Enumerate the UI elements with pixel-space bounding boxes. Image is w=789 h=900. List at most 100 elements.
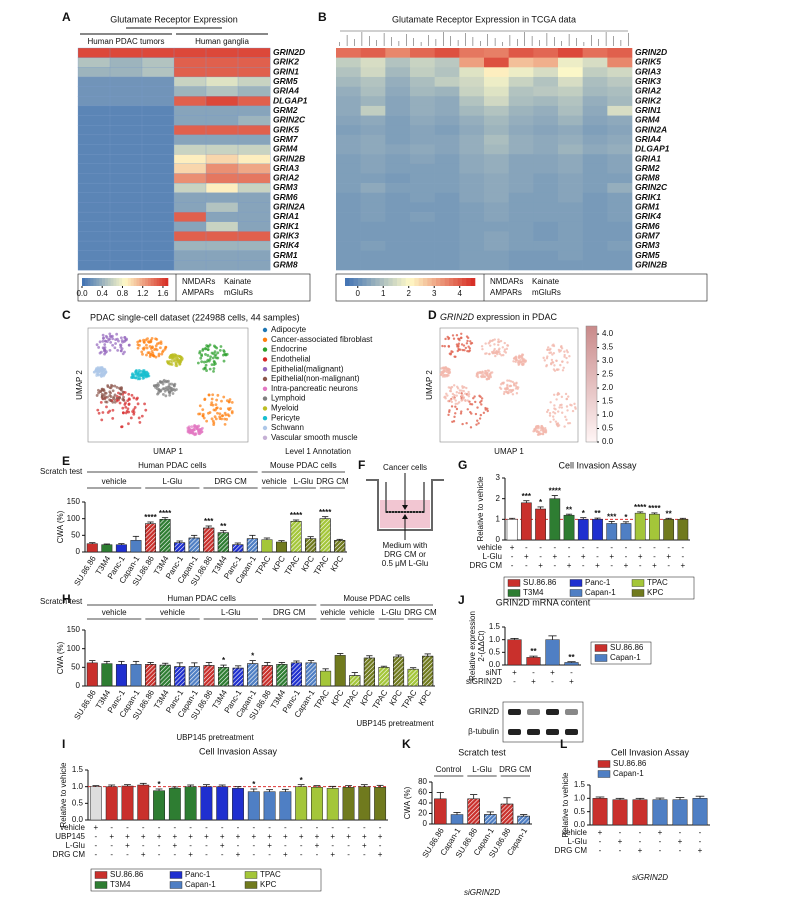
feature-point: [448, 370, 451, 373]
group-label: DRG CM: [499, 765, 532, 774]
feature-point: [549, 420, 552, 424]
feature-point: [465, 342, 469, 345]
heatmap-cell: [77, 182, 111, 194]
bar-hatch: [218, 667, 230, 687]
umap-point: [99, 401, 103, 404]
feature-point: [503, 387, 507, 390]
heatmap-cell: [484, 241, 509, 251]
bar: [520, 502, 532, 541]
feature-point: [480, 403, 483, 406]
feature-point: [568, 355, 571, 358]
umap-point: [127, 410, 131, 414]
feature-point: [514, 360, 517, 363]
heatmap-cell: [410, 134, 435, 145]
feature-point: [478, 401, 482, 404]
y-axis-label: CWA (%): [56, 641, 65, 674]
umap-point: [200, 354, 204, 358]
colorbar-step: [397, 278, 402, 286]
gene-label: GRIA1: [273, 211, 299, 221]
umap-point: [161, 387, 165, 391]
legend-label: Capan-1: [610, 653, 641, 662]
bar-hatch: [319, 518, 331, 553]
bar: [526, 657, 541, 666]
gene-label: GRIK3: [635, 76, 661, 86]
heatmap-cell: [385, 57, 411, 68]
feature-point: [475, 374, 478, 378]
feature-point: [561, 411, 564, 414]
umap-point: [148, 344, 152, 348]
umap-point: [113, 400, 117, 404]
feature-point: [455, 391, 459, 394]
condition-mark: +: [141, 850, 146, 859]
feature-point: [565, 356, 568, 360]
bar: [232, 788, 244, 821]
feature-point: [503, 350, 506, 353]
y-axis-label: Relative to vehicle: [476, 476, 485, 541]
bar: [184, 786, 197, 821]
heatmap-cell: [558, 48, 583, 58]
heatmap-cell: [582, 231, 608, 242]
legend-box: [77, 273, 311, 302]
heatmap-cell: [582, 250, 608, 261]
heatmap-cell: [484, 250, 509, 261]
umap-point: [121, 390, 125, 394]
bar: [261, 539, 273, 553]
heatmap-cell: [558, 76, 583, 87]
umap-point: [211, 393, 215, 397]
bar: [168, 788, 181, 821]
condition-name: L-Glu: [567, 837, 587, 846]
heatmap-cell: [459, 76, 485, 87]
heatmap-cell: [336, 241, 361, 251]
heatmap-cell: [336, 250, 361, 261]
umap-point: [164, 387, 168, 391]
y-tick-label: 0.5: [574, 807, 586, 816]
heatmap-cell: [508, 183, 534, 194]
heatmap-cell: [607, 212, 633, 223]
bar: [320, 670, 332, 687]
feature-point: [495, 351, 498, 355]
heatmap-cell: [205, 57, 239, 68]
condition-mark: +: [330, 832, 335, 841]
condition-mark: +: [678, 837, 683, 846]
umap-point: [109, 335, 113, 339]
umap-point: [212, 369, 215, 373]
umap-point: [201, 408, 205, 412]
y-tick-label: 60: [418, 788, 427, 797]
bar-hatch: [247, 663, 259, 687]
condition-mark: +: [267, 841, 272, 850]
heatmap-cell: [360, 231, 386, 242]
condition-mark: +: [658, 828, 663, 837]
bar-hatch: [159, 664, 171, 687]
legend-dot: [262, 357, 268, 362]
y-tick-label: 0.5: [489, 647, 501, 656]
group-label: Human PDAC cells: [167, 594, 235, 603]
umap-point: [141, 374, 145, 378]
heatmap-cell: [607, 115, 633, 126]
heatmap-cell: [141, 47, 175, 59]
heatmap-cell: [434, 231, 460, 242]
feature-point: [488, 340, 491, 344]
feature-point: [447, 368, 450, 372]
colorbar-step: [431, 278, 437, 286]
feature-point: [464, 399, 467, 403]
legend-label: SU.86.86: [110, 870, 144, 879]
feature-point: [480, 397, 484, 400]
heatmap-cell: [508, 250, 534, 261]
heatmap-cell: [508, 202, 534, 213]
colorbar-step: [423, 278, 428, 286]
heatmap-cell: [109, 134, 143, 145]
umap-point: [95, 343, 99, 347]
umap-point: [102, 389, 106, 393]
heatmap-cell: [508, 134, 534, 145]
arrowhead: [402, 505, 408, 510]
heatmap-cell: [173, 240, 207, 252]
heatmap-cell: [109, 211, 143, 223]
heatmap-cell: [533, 212, 559, 223]
feature-point: [464, 392, 467, 395]
bar-hatch: [407, 668, 419, 687]
umap-point: [174, 364, 178, 367]
bar-hatch: [484, 814, 497, 825]
condition-mark: -: [625, 552, 628, 561]
heatmap-cell: [173, 173, 207, 184]
umap-point: [197, 424, 201, 428]
